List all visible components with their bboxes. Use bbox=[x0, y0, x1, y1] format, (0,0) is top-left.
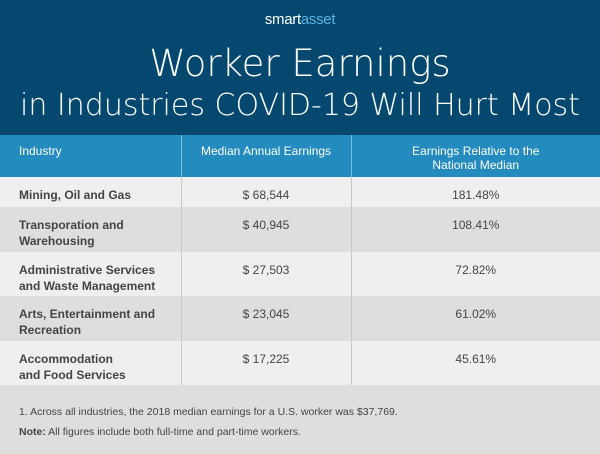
relative-cell-text: 181.48% bbox=[452, 188, 500, 202]
table-row: Arts, Entertainment and Recreation $ 23,0… bbox=[0, 296, 600, 341]
note: Note: All figures include both full-time… bbox=[19, 422, 398, 442]
earnings-cell-text: $ 17,225 bbox=[242, 352, 290, 366]
earnings-cell-text: $ 27,503 bbox=[242, 263, 290, 277]
table-header-row: Industry Median Annual Earnings Earnings… bbox=[0, 135, 600, 177]
relative-cell: 45.61% bbox=[350, 341, 600, 385]
earnings-cell-text: $ 68,544 bbox=[242, 188, 290, 202]
relative-cell: 61.02% bbox=[350, 296, 600, 341]
note-label: Note: bbox=[19, 426, 46, 438]
industry-cell: Accommodation and Food Services bbox=[0, 341, 181, 385]
relative-cell-text: 108.41% bbox=[452, 218, 500, 232]
header-banner: smartasset Worker Earnings in Industries… bbox=[0, 0, 600, 135]
earnings-table: Industry Median Annual Earnings Earnings… bbox=[0, 135, 600, 385]
industry-cell: Mining, Oil and Gas bbox=[0, 177, 181, 207]
table-row: Administrative Services and Waste Manage… bbox=[0, 252, 600, 296]
earnings-cell: $ 17,225 bbox=[180, 341, 351, 385]
column-header-earnings: Median Annual Earnings bbox=[180, 135, 351, 177]
industry-cell: Arts, Entertainment and Recreation bbox=[0, 296, 181, 341]
earnings-cell-text: $ 23,045 bbox=[242, 307, 290, 321]
industry-cell: Transporation and Warehousing bbox=[0, 207, 181, 252]
footnotes: 1. Across all industries, the 2018 media… bbox=[19, 402, 398, 442]
earnings-cell: $ 68,544 bbox=[180, 177, 351, 207]
relative-cell: 72.82% bbox=[350, 252, 600, 296]
title-line-1: Worker Earnings bbox=[149, 42, 451, 85]
industry-cell: Administrative Services and Waste Manage… bbox=[0, 252, 181, 296]
industry-cell-text: Accommodation and Food Services bbox=[19, 352, 126, 382]
logo-text-asset: asset bbox=[300, 11, 336, 28]
relative-cell: 108.41% bbox=[350, 207, 600, 252]
table-row: Accommodation and Food Services $ 17,225 4… bbox=[0, 341, 600, 385]
earnings-cell: $ 40,945 bbox=[180, 207, 351, 252]
table-row: Transporation and Warehousing $ 40,945 108… bbox=[0, 207, 600, 252]
industry-cell-text: Transporation and Warehousing bbox=[19, 218, 124, 248]
title-line-2: in Industries COVID-19 Will Hurt Most bbox=[20, 88, 580, 123]
smartasset-logo: smartasset bbox=[0, 11, 600, 28]
table-row: Mining, Oil and Gas $ 68,544 181.48% bbox=[0, 177, 600, 207]
industry-cell-text: Administrative Services and Waste Manage… bbox=[19, 263, 156, 293]
relative-cell: 181.48% bbox=[350, 177, 600, 207]
logo-text-smart: smart bbox=[264, 11, 301, 28]
earnings-cell-text: $ 40,945 bbox=[242, 218, 290, 232]
column-header-relative: Earnings Relative to the National Median bbox=[350, 135, 600, 177]
column-header-industry: Industry bbox=[0, 135, 181, 177]
industry-cell-text: Arts, Entertainment and Recreation bbox=[19, 307, 156, 337]
earnings-cell: $ 27,503 bbox=[180, 252, 351, 296]
note-text: All figures include both full-time and p… bbox=[45, 426, 301, 438]
industry-cell-text: Mining, Oil and Gas bbox=[19, 188, 132, 202]
footnote-1: 1. Across all industries, the 2018 media… bbox=[19, 406, 398, 418]
earnings-cell: $ 23,045 bbox=[180, 296, 351, 341]
relative-cell-text: 72.82% bbox=[455, 263, 497, 277]
column-header-relative-text: Earnings Relative to the National Median bbox=[412, 144, 540, 172]
relative-cell-text: 45.61% bbox=[455, 352, 497, 366]
relative-cell-text: 61.02% bbox=[455, 307, 497, 321]
